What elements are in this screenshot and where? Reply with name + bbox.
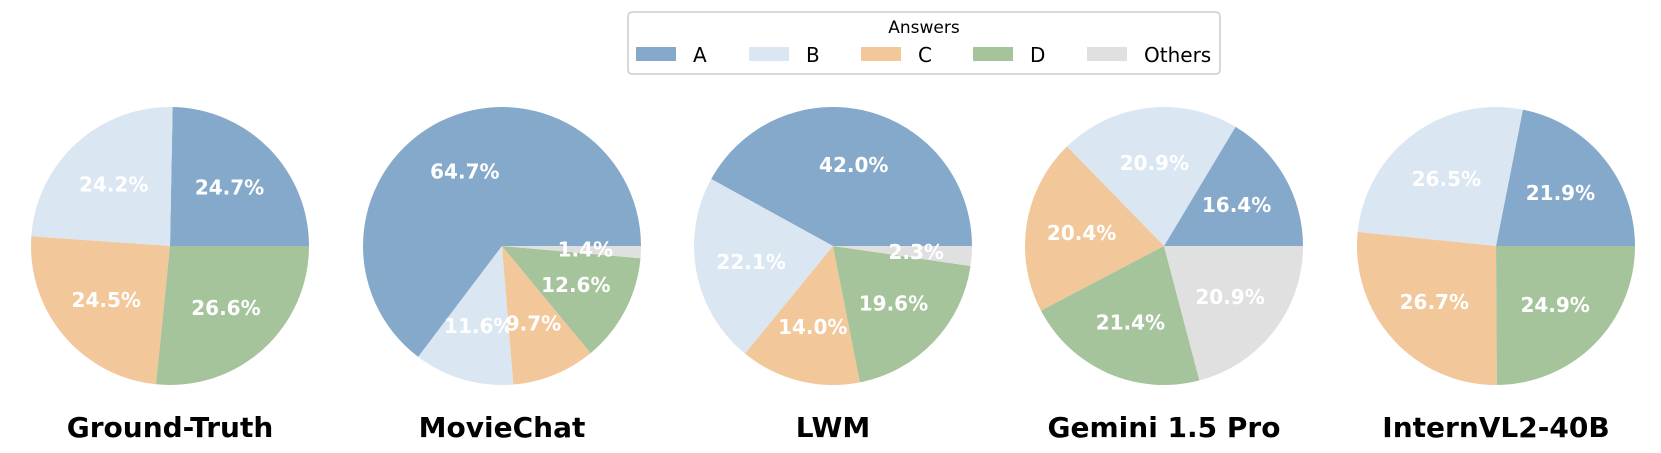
pie-slice-b	[693, 179, 833, 354]
slice-percent-label: 64.7%	[430, 159, 499, 183]
pie-slice-others	[1164, 246, 1303, 381]
slice-percent-label: 24.7%	[195, 176, 264, 200]
pie-slice-a	[1496, 109, 1635, 246]
slice-percent-label: 22.1%	[716, 250, 785, 274]
pie-title: InternVL2-40B	[1382, 411, 1609, 444]
pie-slice-b	[31, 106, 173, 247]
legend-label-d: D	[1030, 43, 1045, 67]
slice-percent-label: 26.6%	[191, 296, 260, 320]
pie-slice-c	[1356, 232, 1497, 386]
legend-title: Answers	[888, 18, 960, 38]
legend-swatch-b	[749, 47, 789, 61]
pie-slice-d	[833, 246, 971, 383]
pie-slice-a	[170, 107, 309, 247]
pie-5: 21.9% 26.5% 26.7% 24.9% InternVL2-40B	[1356, 107, 1635, 444]
pie-slice-d	[502, 246, 641, 354]
pie-slice-c	[1024, 146, 1164, 311]
slice-percent-label: 24.5%	[72, 288, 141, 312]
slice-percent-label: 20.9%	[1195, 285, 1264, 309]
pie-title: LWM	[796, 411, 870, 444]
pie-slice-b	[418, 246, 514, 386]
slice-percent-label: 26.7%	[1400, 290, 1469, 314]
pie-3: 42.0% 22.1% 14.0% 19.6% 2.3% LWM	[693, 106, 972, 444]
legend-swatch-c	[861, 47, 901, 61]
slice-percent-label: 24.9%	[1520, 293, 1589, 317]
slice-percent-label: 24.2%	[79, 172, 148, 196]
pie-2: 64.7% 11.6%9.7% 12.6% 1.4% MovieChat	[362, 106, 641, 444]
slice-percent-label: 14.0%	[778, 315, 847, 339]
pie-slice-c	[30, 236, 170, 385]
slice-percent-label: 12.6%	[541, 273, 610, 297]
slice-percent-label: 1.4%	[558, 238, 613, 262]
pie-slice-others	[833, 246, 972, 267]
pie-slice-d	[1040, 246, 1200, 385]
pie-slice-d	[1496, 246, 1635, 385]
legend-swatch-a	[636, 47, 676, 61]
slice-percent-label: 26.5%	[1412, 167, 1481, 191]
legend-label-others: Others	[1144, 43, 1211, 67]
legend: Answers A B C D Others	[627, 11, 1221, 75]
slice-percent-label: 42.0%	[819, 153, 888, 177]
pie-slice-c	[745, 246, 860, 385]
slice-percent-label: 20.9%	[1120, 151, 1189, 175]
slice-percent-label: 16.4%	[1202, 193, 1271, 217]
slice-percent-label: 9.7%	[506, 311, 561, 335]
slice-percent-label: 19.6%	[859, 291, 928, 315]
pie-slice-d	[156, 246, 310, 386]
legend-label-b: B	[806, 43, 820, 67]
pie-slice-a	[711, 106, 972, 246]
pie-title: Ground-Truth	[67, 411, 274, 444]
slice-percent-label: 21.9%	[1526, 181, 1595, 205]
slice-percent-label: 2.3%	[888, 240, 943, 264]
pie-4: 16.4% 20.9% 20.4% 21.4% 20.9% Gemini 1.5 Pro	[1024, 106, 1303, 444]
pie-slice-b	[1066, 106, 1236, 246]
pie-slice-a	[1164, 126, 1303, 246]
pie-slice-others	[502, 246, 641, 259]
pie-1: 24.7% 24.2% 24.5% 26.6% Ground-Truth	[30, 106, 310, 444]
pie-slice-c	[502, 246, 591, 385]
legend-swatch-d	[973, 47, 1013, 61]
slice-percent-label: 11.6%	[444, 314, 513, 338]
legend-label-a: A	[693, 43, 707, 67]
slice-percent-label: 21.4%	[1096, 310, 1165, 334]
pie-slice-a	[362, 106, 641, 357]
pie-title: Gemini 1.5 Pro	[1048, 411, 1281, 444]
pie-title: MovieChat	[419, 411, 586, 444]
legend-label-c: C	[918, 43, 932, 67]
pie-slice-b	[1357, 107, 1523, 246]
slice-percent-label: 20.4%	[1047, 221, 1116, 245]
legend-swatch-others	[1087, 47, 1127, 61]
